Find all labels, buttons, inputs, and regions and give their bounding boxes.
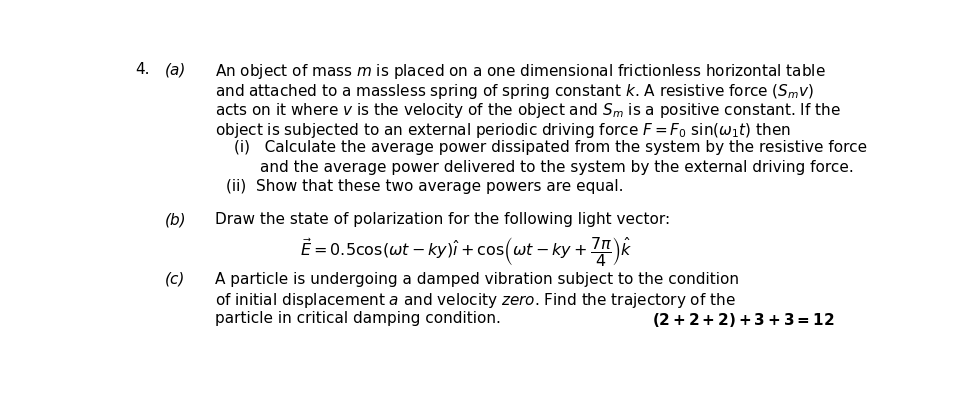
Text: and attached to a massless spring of spring constant $k$. A resistive force $(S_: and attached to a massless spring of spr… <box>215 81 814 100</box>
Text: An object of mass $m$ is placed on a one dimensional frictionless horizontal tab: An object of mass $m$ is placed on a one… <box>215 62 825 81</box>
Text: (ii)  Show that these two average powers are equal.: (ii) Show that these two average powers … <box>226 179 623 194</box>
Text: acts on it where $v$ is the velocity of the object and $S_m$ is a positive const: acts on it where $v$ is the velocity of … <box>215 101 841 120</box>
Text: (a): (a) <box>165 62 186 77</box>
Text: A particle is undergoing a damped vibration subject to the condition: A particle is undergoing a damped vibrat… <box>215 271 739 286</box>
Text: $\vec{E} = 0.5\cos(\omega t - ky)\hat{\imath} + \cos\!\left(\omega t - ky + \dfr: $\vec{E} = 0.5\cos(\omega t - ky)\hat{\i… <box>300 234 633 267</box>
Text: (c): (c) <box>165 271 185 286</box>
Text: and the average power delivered to the system by the external driving force.: and the average power delivered to the s… <box>259 159 853 174</box>
Text: (b): (b) <box>165 212 187 227</box>
Text: object is subjected to an external periodic driving force $F = F_0\ \sin(\omega_: object is subjected to an external perio… <box>215 120 790 139</box>
Text: (i)   Calculate the average power dissipated from the system by the resistive fo: (i) Calculate the average power dissipat… <box>233 140 866 155</box>
Text: of initial displacement $a$ and velocity $zero$. Find the trajectory of the: of initial displacement $a$ and velocity… <box>215 291 736 310</box>
Text: particle in critical damping condition.: particle in critical damping condition. <box>215 310 500 325</box>
Text: $\mathbf{(2+2+2)+3+3=12}$: $\mathbf{(2+2+2)+3+3=12}$ <box>652 310 834 328</box>
Text: Draw the state of polarization for the following light vector:: Draw the state of polarization for the f… <box>215 212 670 227</box>
Text: 4.: 4. <box>135 62 150 77</box>
